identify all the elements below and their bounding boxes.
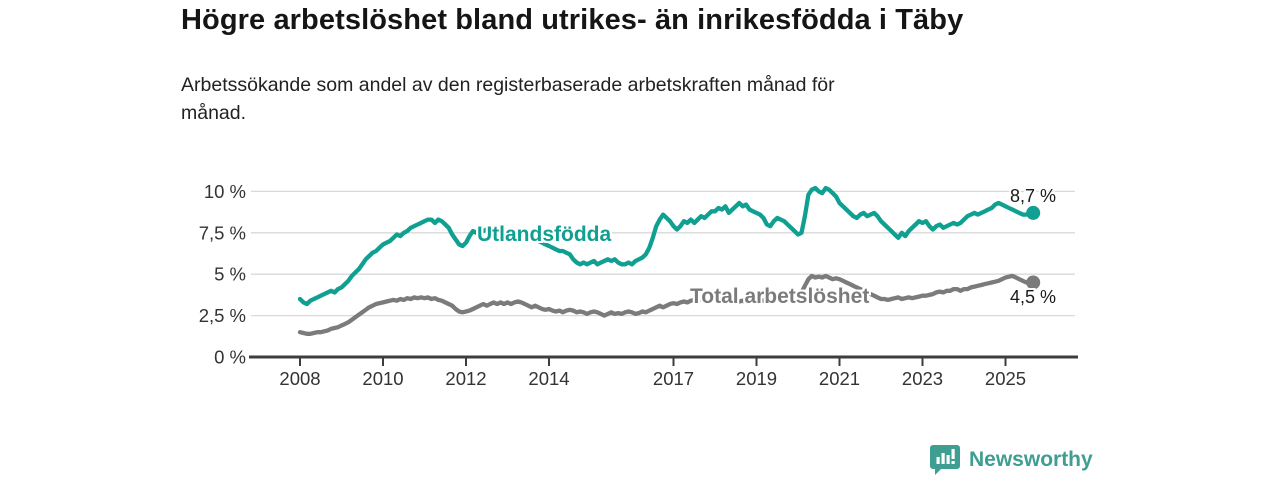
svg-text:2021: 2021 [819,368,860,389]
gridlines [251,190,1075,317]
svg-text:2012: 2012 [445,368,486,389]
svg-text:2010: 2010 [362,368,403,389]
page-subtitle: Arbetssökande som andel av den registerb… [181,74,835,124]
svg-text:10 %: 10 % [204,181,246,202]
svg-text:2025: 2025 [985,368,1026,389]
page-title: Högre arbetslöshet bland utrikes- än inr… [181,4,964,36]
bar-chart-speech-bubble-icon [930,445,960,475]
newsworthy-logo[interactable]: Newsworthy [930,444,1093,476]
svg-text:2014: 2014 [528,368,569,389]
end-value-label-total: 4,5 % [1010,287,1057,307]
svg-text:7,5 %: 7,5 % [199,222,246,243]
series-label-utlandsfodda: Utlandsfödda [477,223,612,246]
svg-text:2,5 %: 2,5 % [199,305,246,326]
axis-tick-labels: 0 % 2,5 % 5 % 7,5 % 10 % 2008 2010 2012 2014 2017… [199,181,1026,389]
svg-text:2023: 2023 [902,368,943,389]
series-label-total-arbetsloshet: Total arbetslöshet [690,285,870,308]
svg-text:0 %: 0 % [214,347,246,368]
brand-name: Newsworthy [969,448,1093,471]
end-value-label-utlandsfodda: 8,7 % [1010,186,1057,206]
svg-text:2008: 2008 [279,368,320,389]
series-lines [297,185,1041,336]
svg-text:5 %: 5 % [214,264,246,285]
x-axis [249,355,1078,366]
svg-text:2019: 2019 [736,368,777,389]
svg-text:2017: 2017 [653,368,694,389]
